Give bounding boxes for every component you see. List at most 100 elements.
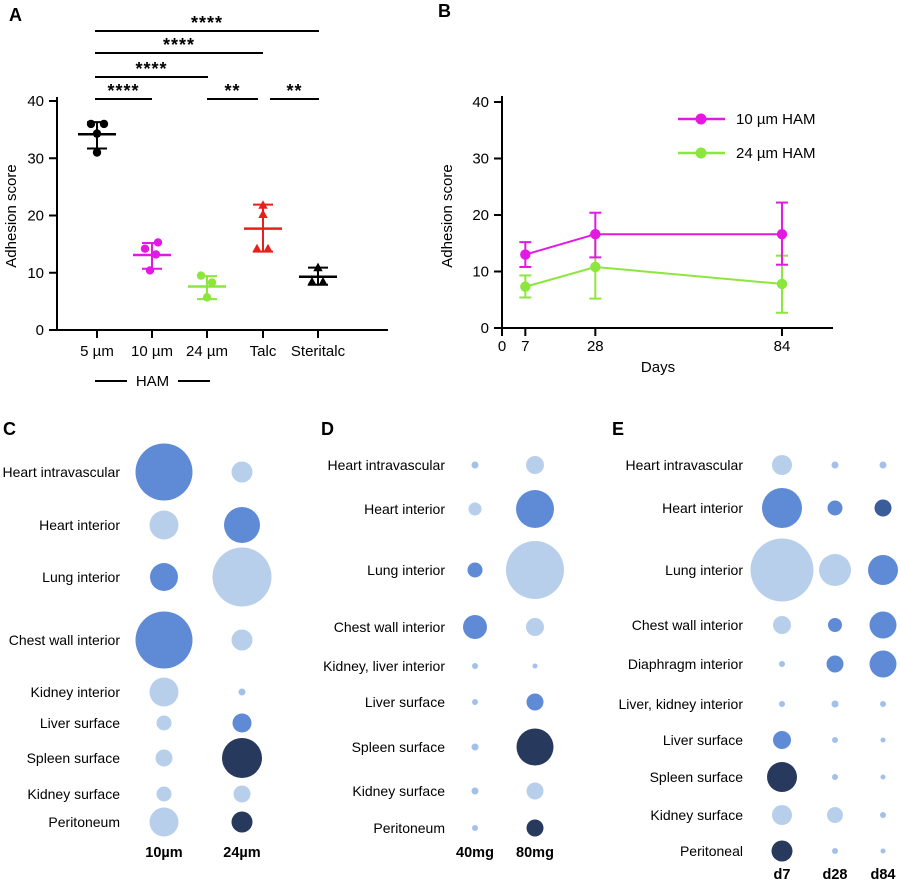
- y-tick-label: 10: [472, 264, 489, 281]
- bubble: [880, 737, 886, 743]
- bubble: [819, 554, 851, 586]
- y-tick-label: 40: [472, 94, 489, 111]
- bubble: [472, 663, 478, 669]
- row-label: Heart intravascular: [328, 457, 446, 473]
- bubble: [149, 677, 179, 707]
- data-point: [202, 293, 212, 302]
- bubble: [831, 461, 839, 469]
- row-label: Diaphragm interior: [628, 656, 743, 672]
- data-point: [318, 276, 328, 286]
- row-label: Liver surface: [365, 694, 445, 710]
- x-axis-title: Days: [641, 359, 675, 376]
- panel-d-label: D: [321, 419, 334, 439]
- bubble: [149, 807, 179, 837]
- row-label: Lung interior: [665, 562, 743, 578]
- data-point: [590, 261, 601, 273]
- bubble: [231, 811, 253, 833]
- bubble: [526, 782, 544, 800]
- legend-label: 10 µm HAM: [736, 111, 816, 128]
- panel-c-chart: Heart intravascular Heart interior Lung in…: [3, 443, 272, 861]
- data-point: [776, 229, 788, 240]
- row-label: Heart interior: [39, 517, 120, 533]
- legend-marker: [695, 113, 707, 125]
- column-label: d28: [823, 867, 848, 883]
- x-tick-label: 84: [774, 338, 791, 355]
- x-category-label: 24 µm: [186, 343, 228, 360]
- bubble: [880, 774, 886, 780]
- bubble: [831, 700, 839, 708]
- column-label: 24µm: [223, 845, 260, 861]
- line-series-24µmHAM: [519, 233, 788, 314]
- bubble: [232, 713, 252, 733]
- bubble: [773, 731, 791, 749]
- row-label: Liver surface: [40, 715, 120, 731]
- bubble: [233, 785, 251, 803]
- row-label: Heart interior: [662, 500, 743, 516]
- significance-stars: ****: [163, 35, 195, 55]
- bubble: [156, 786, 172, 802]
- scatter-group-5µm: [78, 119, 116, 157]
- data-point: [153, 238, 163, 247]
- bubble: [212, 547, 272, 607]
- row-label: Peritoneum: [48, 814, 120, 830]
- data-point: [776, 278, 788, 290]
- bubble: [832, 848, 838, 854]
- data-point: [590, 229, 601, 240]
- row-label: Peritoneal: [680, 843, 743, 859]
- bubble: [750, 538, 814, 602]
- row-label: Chest wall interior: [334, 619, 446, 635]
- x-category-label: Talc: [250, 343, 277, 360]
- bubble: [880, 848, 886, 854]
- row-label: Chest wall interior: [632, 617, 744, 633]
- bubble: [772, 805, 792, 825]
- column-label: 40mg: [456, 845, 494, 861]
- significance-stars: ****: [135, 59, 167, 79]
- x-category-label: 5 µm: [80, 343, 114, 360]
- bubble: [832, 737, 838, 743]
- bubble: [879, 461, 887, 469]
- bubble: [463, 615, 487, 639]
- data-point: [263, 243, 273, 253]
- scatter-group-10µm: [133, 238, 171, 275]
- x-tick-label: 0: [498, 338, 506, 355]
- y-tick-label: 30: [27, 150, 44, 167]
- y-tick-label: 20: [472, 207, 489, 224]
- series-line: [525, 233, 782, 256]
- bubble: [468, 502, 482, 516]
- bubble: [880, 701, 886, 707]
- bubble: [471, 461, 479, 469]
- panel-b-label: B: [438, 1, 451, 21]
- series-line: [525, 265, 783, 288]
- y-tick-label: 30: [472, 151, 489, 168]
- bubble: [826, 655, 844, 673]
- data-point: [145, 266, 155, 275]
- data-point: [258, 209, 268, 218]
- x-tick-label: 7: [521, 338, 529, 355]
- bubble: [828, 618, 842, 632]
- row-label: Spleen surface: [650, 769, 744, 785]
- bubble: [773, 616, 791, 634]
- data-point: [92, 129, 102, 138]
- bubble: [471, 743, 479, 751]
- data-point: [140, 244, 150, 253]
- data-point: [86, 119, 96, 129]
- bubble: [471, 787, 479, 795]
- data-point: [307, 276, 317, 286]
- significance-stars: **: [224, 81, 240, 101]
- row-label: Heart intravascular: [626, 457, 744, 473]
- y-tick-label: 0: [36, 322, 44, 339]
- bubble: [526, 456, 544, 474]
- bubble: [832, 774, 838, 780]
- bubble: [767, 762, 797, 792]
- y-tick-label: 10: [27, 265, 44, 282]
- bubble: [150, 563, 178, 591]
- line-series-10µmHAM: [519, 201, 788, 268]
- row-label: Lung interior: [367, 562, 445, 578]
- bubble: [516, 728, 554, 766]
- column-label: 80mg: [516, 845, 554, 861]
- row-label: Lung interior: [42, 569, 120, 585]
- row-label: Kidney, liver interior: [323, 658, 445, 674]
- row-label: Heart interior: [364, 501, 445, 517]
- data-point: [258, 200, 268, 209]
